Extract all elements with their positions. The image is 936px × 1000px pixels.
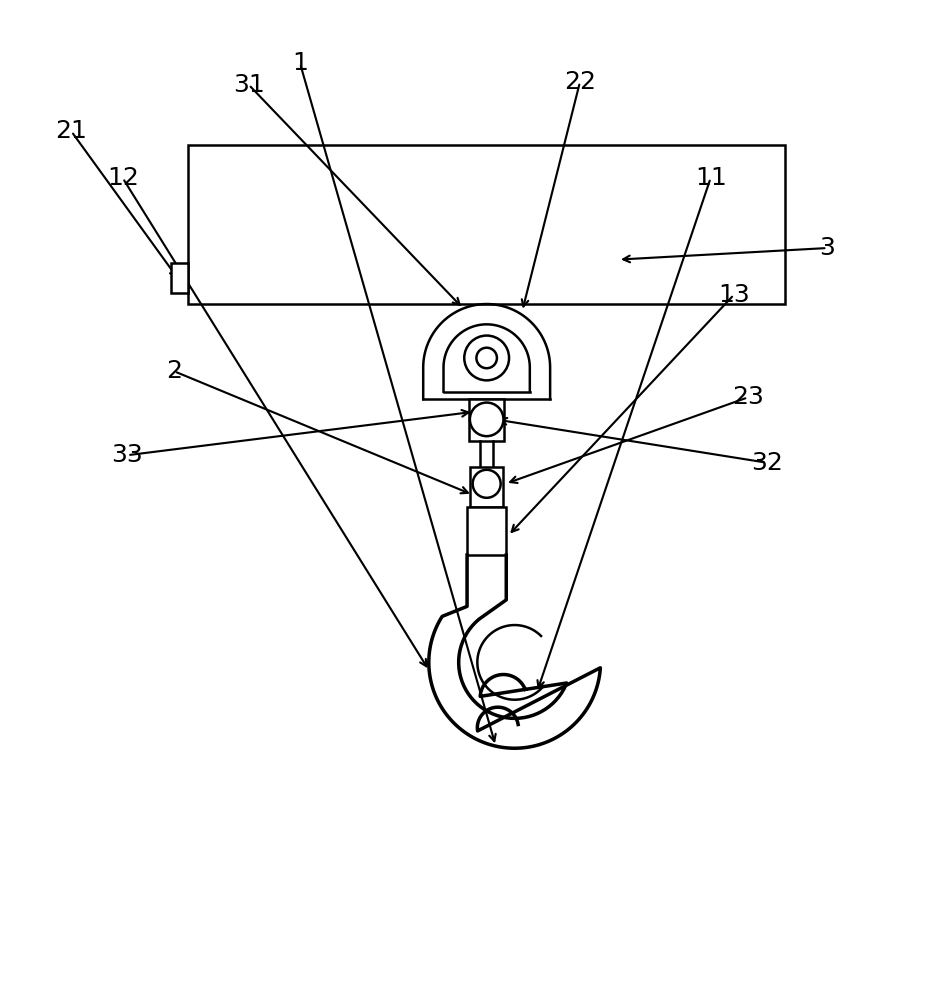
Text: 12: 12: [107, 166, 139, 190]
Text: 2: 2: [166, 359, 182, 383]
Circle shape: [470, 403, 504, 436]
Text: 1: 1: [292, 51, 308, 75]
Text: 13: 13: [718, 283, 750, 307]
Text: 3: 3: [819, 236, 835, 260]
Circle shape: [464, 336, 509, 380]
Text: 33: 33: [111, 443, 143, 467]
Bar: [467, 507, 506, 555]
Bar: [470, 467, 504, 507]
Text: 21: 21: [55, 119, 87, 143]
Text: 22: 22: [564, 70, 596, 94]
Text: 32: 32: [751, 451, 782, 475]
Bar: [188, 145, 785, 304]
Bar: [469, 399, 505, 441]
Circle shape: [476, 348, 497, 368]
Bar: [171, 263, 188, 293]
Text: 11: 11: [695, 166, 726, 190]
Text: 31: 31: [233, 73, 265, 97]
Text: 23: 23: [732, 385, 764, 409]
Circle shape: [473, 470, 501, 498]
